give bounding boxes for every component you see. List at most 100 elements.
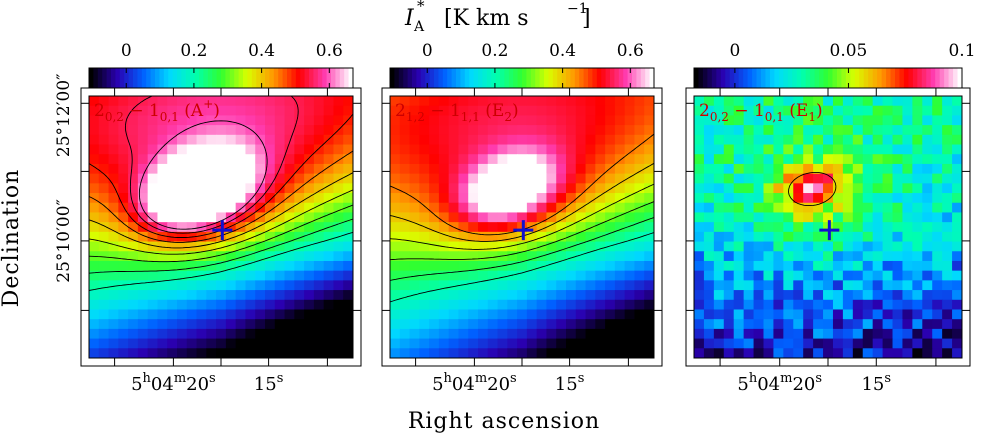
heatmap-cell <box>487 251 499 262</box>
heatmap-cell <box>137 115 149 126</box>
heatmap-cell <box>265 270 276 281</box>
heatmap-cell <box>763 202 774 213</box>
heatmap-cell <box>274 309 286 320</box>
heatmap-cell <box>478 154 489 165</box>
heatmap-cell <box>487 134 499 146</box>
heatmap-cell <box>546 222 557 233</box>
heatmap-cell <box>842 338 854 349</box>
heatmap-cell <box>294 96 305 107</box>
heatmap-cell <box>478 183 489 194</box>
heatmap-cell <box>177 173 188 184</box>
heatmap-cell <box>624 328 635 340</box>
heatmap-cell <box>419 290 430 301</box>
heatmap-cell <box>157 319 168 330</box>
heatmap-cell <box>763 154 774 165</box>
heatmap-cell <box>225 241 237 252</box>
heatmap-cell <box>743 212 755 223</box>
heatmap-cell <box>803 270 814 281</box>
heatmap-cell <box>507 125 518 136</box>
heatmap-cell <box>634 96 645 107</box>
heatmap-cell <box>882 222 894 233</box>
heatmap-cell <box>922 173 933 184</box>
heatmap-cell <box>832 154 844 165</box>
heatmap-cell <box>624 309 635 320</box>
colorbar-swatch <box>102 68 108 88</box>
heatmap-cell <box>605 319 616 330</box>
colorbar-swatch <box>97 68 103 88</box>
panel-label: 21,2 − 11,1 (E2) <box>395 101 519 124</box>
heatmap-cell <box>225 319 237 330</box>
heatmap-cell <box>922 270 933 281</box>
heatmap-cell <box>624 193 635 204</box>
heatmap-cell <box>694 290 705 301</box>
heatmap-cell <box>108 173 119 184</box>
heatmap-cell <box>255 163 266 175</box>
heatmap-cell <box>323 328 334 340</box>
colorbar-swatch <box>810 68 816 88</box>
heatmap-cell <box>497 231 508 243</box>
heatmap-cell <box>713 96 725 107</box>
colorbar-swatch <box>863 68 869 88</box>
heatmap-cell <box>468 105 479 116</box>
heatmap-cell <box>575 348 587 359</box>
heatmap-cell <box>128 193 139 204</box>
heatmap-cell <box>313 173 325 184</box>
heatmap-cell <box>536 280 547 291</box>
heatmap-cell <box>167 134 178 146</box>
colorbar-swatch <box>486 68 492 88</box>
heatmap-cell <box>429 193 440 204</box>
colorbar-swatch <box>398 68 404 88</box>
heatmap-cell <box>409 231 420 243</box>
heatmap-cell <box>98 328 110 340</box>
heatmap-cell <box>89 280 100 291</box>
heatmap-cell <box>526 154 538 165</box>
heatmap-cell <box>546 260 557 272</box>
heatmap-cell <box>882 260 894 272</box>
heatmap-cell <box>526 348 538 359</box>
x-tick-label: 15s <box>555 371 585 395</box>
heatmap-cell <box>137 125 149 136</box>
heatmap-cell <box>216 183 227 194</box>
heatmap-cell <box>438 154 450 165</box>
heatmap-cell <box>118 309 129 320</box>
heatmap-cell <box>823 348 834 359</box>
colorbar-swatch <box>300 68 306 88</box>
heatmap-cell <box>912 144 923 155</box>
heatmap-cell <box>566 280 577 291</box>
heatmap-cell <box>478 222 489 233</box>
heatmap-cell <box>323 290 334 301</box>
heatmap-cell <box>108 125 119 136</box>
heatmap-cell <box>585 319 596 330</box>
heatmap-cell <box>409 125 420 136</box>
heatmap-cell <box>773 328 784 340</box>
heatmap-cell <box>892 96 903 107</box>
heatmap-cell <box>585 251 596 262</box>
heatmap-cell <box>852 260 864 272</box>
heatmap-cell <box>390 173 401 184</box>
heatmap-cell <box>783 115 794 126</box>
heatmap-cell <box>118 231 129 243</box>
heatmap-cell <box>634 348 645 359</box>
heatmap-cell <box>813 348 824 359</box>
heatmap-cell <box>118 144 129 155</box>
heatmap-cell <box>952 96 963 107</box>
heatmap-cell <box>118 96 129 107</box>
heatmap-cell <box>265 163 276 175</box>
colorbar-swatch <box>702 68 708 88</box>
heatmap-cell <box>922 299 933 310</box>
heatmap-cell <box>274 115 286 126</box>
heatmap-cell <box>108 212 119 223</box>
heatmap-cell <box>468 96 479 107</box>
heatmap-cell <box>546 338 557 349</box>
heatmap-cell <box>952 299 963 310</box>
heatmap-cell <box>713 338 725 349</box>
colorbar-swatch <box>251 68 257 88</box>
heatmap-cell <box>556 144 567 155</box>
heatmap-cell <box>157 96 168 107</box>
heatmap-cell <box>265 144 276 155</box>
heatmap-cell <box>458 222 469 233</box>
heatmap-cell <box>429 260 440 272</box>
heatmap-cell <box>478 338 489 349</box>
heatmap-cell <box>832 328 844 340</box>
